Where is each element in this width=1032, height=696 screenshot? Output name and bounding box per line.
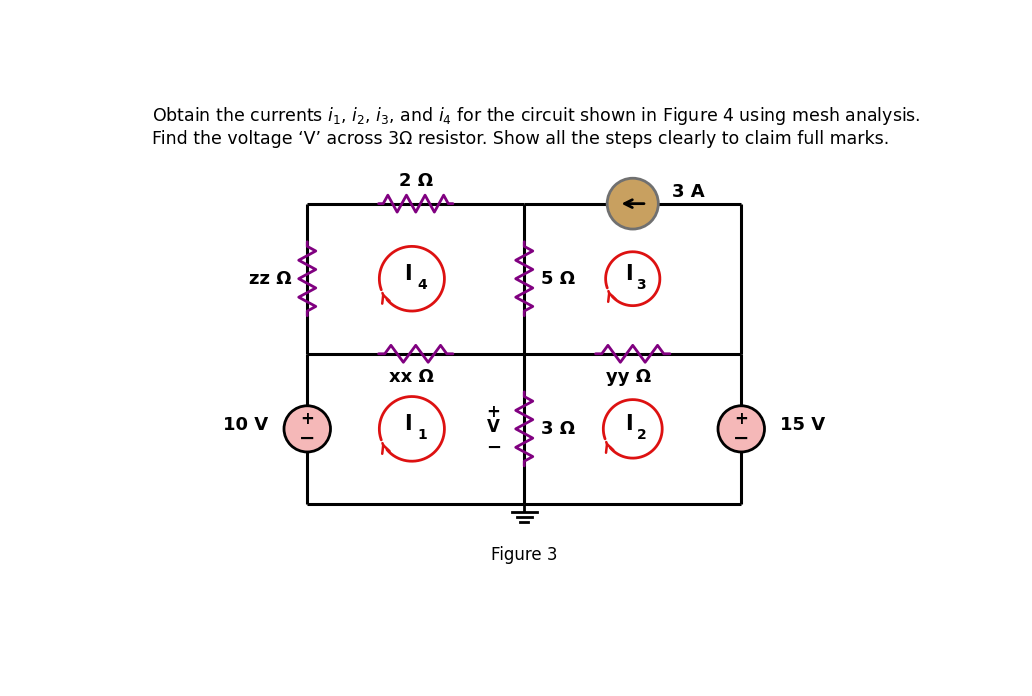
Text: 3 Ω: 3 Ω — [542, 420, 576, 438]
Text: 3 A: 3 A — [672, 183, 704, 201]
Text: 4: 4 — [418, 278, 427, 292]
Text: −: − — [486, 439, 501, 457]
Text: 3: 3 — [636, 278, 645, 292]
Text: I: I — [625, 264, 633, 284]
Text: zz Ω: zz Ω — [249, 270, 292, 287]
Text: +: + — [735, 410, 748, 428]
Circle shape — [607, 178, 658, 229]
Text: V: V — [487, 418, 499, 436]
Text: I: I — [625, 414, 633, 434]
Text: Obtain the currents $i_1$, $i_2$, $i_3$, and $i_4$ for the circuit shown in Figu: Obtain the currents $i_1$, $i_2$, $i_3$,… — [153, 105, 921, 127]
Text: 15 V: 15 V — [780, 416, 826, 434]
Circle shape — [284, 406, 330, 452]
Text: −: − — [299, 429, 316, 448]
Text: 2: 2 — [637, 428, 647, 442]
Text: −: − — [733, 429, 749, 448]
Text: 5 Ω: 5 Ω — [542, 270, 576, 287]
Text: +: + — [486, 403, 501, 421]
Text: yy Ω: yy Ω — [607, 367, 651, 386]
Text: 1: 1 — [418, 428, 427, 442]
Text: 2 Ω: 2 Ω — [398, 172, 432, 190]
Text: Find the voltage ‘V’ across 3Ω resistor. Show all the steps clearly to claim ful: Find the voltage ‘V’ across 3Ω resistor.… — [153, 130, 890, 148]
Text: xx Ω: xx Ω — [389, 367, 434, 386]
Text: +: + — [300, 410, 314, 428]
Text: I: I — [405, 264, 412, 284]
Text: Figure 3: Figure 3 — [491, 546, 557, 564]
Text: 10 V: 10 V — [223, 416, 268, 434]
Circle shape — [718, 406, 765, 452]
Text: I: I — [405, 414, 412, 434]
